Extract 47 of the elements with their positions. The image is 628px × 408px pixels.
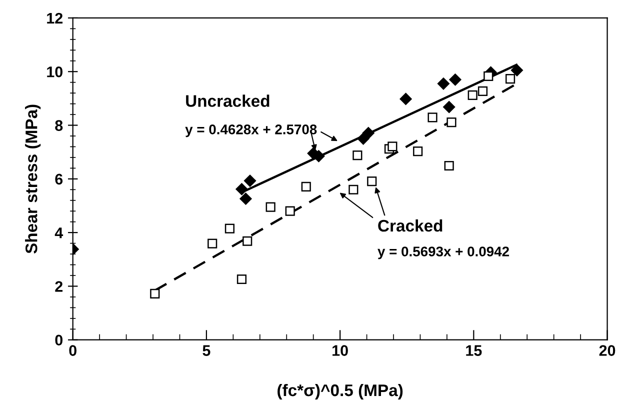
point [266,202,276,212]
x-tick-label: 5 [202,345,210,356]
point [443,100,456,114]
point [478,86,488,96]
point [413,146,423,156]
point [444,160,454,171]
y-tick-label: 4 [54,228,64,238]
y-tick-label: 8 [55,120,63,131]
point [240,192,252,205]
point [367,176,377,186]
point [352,150,362,160]
point [505,74,516,84]
point [236,274,247,284]
point [428,112,438,122]
point [285,206,295,216]
point [242,236,252,246]
point [400,92,412,105]
x-tick-label: 10 [332,345,348,356]
point [362,127,374,140]
point [150,288,160,299]
point [468,90,478,100]
annotation: Uncracked [186,94,270,107]
point [449,74,462,86]
annotation: Cracked [378,219,442,232]
y-tick-label: 10 [47,66,62,78]
y-tick-label: 0 [55,334,62,346]
point [224,224,234,234]
y-tick-label: 12 [47,12,63,24]
y-axis-title: Shear stress (MPa) [25,104,41,254]
point [446,118,456,128]
x-axis-title: (fc*σ)^0.5 (MPa) [278,384,403,400]
point [510,64,523,76]
point [236,183,248,196]
x-tick-label: 0 [69,345,76,356]
point [301,182,311,192]
point [244,174,256,187]
point [348,184,358,194]
point [388,142,398,152]
annotation: y = 0.5693x + 0.0942 [378,246,509,260]
x-tick-label: 20 [599,345,616,356]
x-tick-label: 15 [466,345,482,356]
point [208,238,218,248]
annotation: y = 0.4628x + 2.5708 [185,124,317,138]
y-tick-label: 2 [55,281,63,292]
point [437,78,450,90]
point [484,71,494,81]
y-tick-label: 6 [55,174,63,185]
